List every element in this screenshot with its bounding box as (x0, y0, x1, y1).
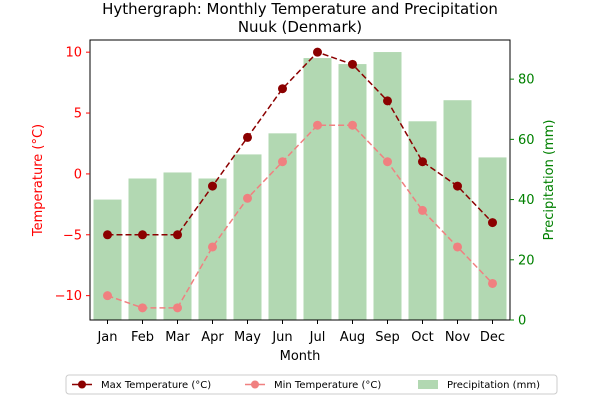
max-temp-point-jan (103, 230, 112, 240)
min-temp-point-jul (313, 120, 322, 130)
precipitation-bar-may (233, 154, 262, 320)
y-right-tick-label: 0 (518, 314, 526, 329)
max-temp-point-oct (418, 157, 427, 167)
min-temp-point-dec (488, 278, 497, 288)
max-temp-point-mar (173, 230, 182, 240)
legend-min-temp-marker-swatch (251, 380, 259, 389)
x-tick-label-feb: Feb (131, 330, 154, 345)
max-temp-point-jun (278, 84, 287, 94)
x-tick-label-nov: Nov (445, 330, 471, 345)
temperature-lines (103, 47, 497, 313)
legend-frame (65, 374, 558, 395)
legend-max-temp-marker-swatch (78, 380, 86, 389)
x-axis: Jan Feb Mar Apr May Jun Jul Aug Sep Oct Nov Dec (96, 320, 505, 345)
min-temp-point-jan (103, 291, 112, 301)
max-temp-line (107, 51, 494, 236)
x-tick-label-sep: Sep (375, 330, 400, 345)
min-temp-point-feb (138, 303, 147, 313)
x-axis-label: Month (280, 349, 321, 364)
precipitation-bar-sep (373, 52, 402, 321)
max-temp-point-aug (348, 59, 357, 69)
y-left-tick-label: 5 (74, 107, 82, 122)
min-temp-point-aug (348, 120, 357, 130)
max-temp-point-apr (208, 181, 217, 191)
min-temp-point-jun (278, 157, 287, 167)
min-temp-point-sep (383, 157, 392, 167)
x-tick-label-aug: Aug (340, 330, 365, 345)
x-tick-label-mar: Mar (165, 330, 190, 345)
y-axis-left-label: Temperature (°C) (31, 124, 46, 237)
y-left-tick-label: 10 (65, 46, 82, 61)
y-axis-right: 0 20 40 60 80 (510, 73, 535, 329)
max-temp-point-nov (453, 181, 462, 191)
legend: Max Temperature (°C) Min Temperature (°C)… (65, 374, 558, 395)
y-axis-right-label: Precipitation (mm) (542, 120, 557, 241)
max-temp-point-sep (383, 96, 392, 106)
y-right-tick-label: 40 (518, 193, 535, 208)
y-right-tick-label: 80 (518, 73, 535, 88)
min-temp-point-may (243, 193, 252, 203)
x-tick-label-apr: Apr (201, 330, 224, 345)
precipitation-bar-jan (93, 199, 122, 320)
chart-subtitle: Nuuk (Denmark) (238, 18, 362, 36)
y-left-tick-label: −10 (55, 289, 82, 304)
precipitation-bar-nov (443, 100, 472, 320)
precipitation-bars (93, 52, 507, 321)
legend-min-temp-label: Min Temperature (°C) (274, 380, 381, 391)
precipitation-bar-aug (338, 64, 367, 320)
plot-frame (89, 39, 511, 321)
min-temp-point-mar (173, 303, 182, 313)
y-right-tick-label: 20 (518, 253, 535, 268)
x-tick-label-may: May (234, 330, 261, 345)
x-tick-label-jul: Jul (309, 330, 326, 345)
x-tick-label-jun: Jun (271, 330, 292, 345)
max-temp-point-dec (488, 218, 497, 228)
precipitation-bar-feb (128, 178, 157, 320)
y-left-tick-label: −5 (63, 228, 82, 243)
y-right-tick-label: 60 (518, 133, 535, 148)
x-tick-label-oct: Oct (411, 330, 433, 345)
legend-max-temp-label: Max Temperature (°C) (101, 380, 211, 391)
max-temp-point-jul (313, 47, 322, 57)
precipitation-bar-jul (303, 58, 332, 321)
precipitation-bar-dec (478, 157, 507, 320)
min-temp-point-nov (453, 242, 462, 252)
min-temp-point-apr (208, 242, 217, 252)
x-tick-label-dec: Dec (480, 330, 505, 345)
max-temp-point-may (243, 132, 252, 142)
precipitation-bar-mar (163, 172, 192, 320)
y-axis-left: −10 −5 0 5 10 (55, 46, 90, 304)
chart-title: Hythergraph: Monthly Temperature and Pre… (102, 0, 498, 18)
min-temp-line (107, 124, 494, 309)
legend-precipitation-swatch (418, 380, 438, 389)
max-temp-point-feb (138, 230, 147, 240)
y-left-tick-label: 0 (74, 167, 82, 182)
min-temp-point-oct (418, 205, 427, 215)
x-tick-label-jan: Jan (96, 330, 117, 345)
legend-precipitation-label: Precipitation (mm) (447, 380, 540, 391)
